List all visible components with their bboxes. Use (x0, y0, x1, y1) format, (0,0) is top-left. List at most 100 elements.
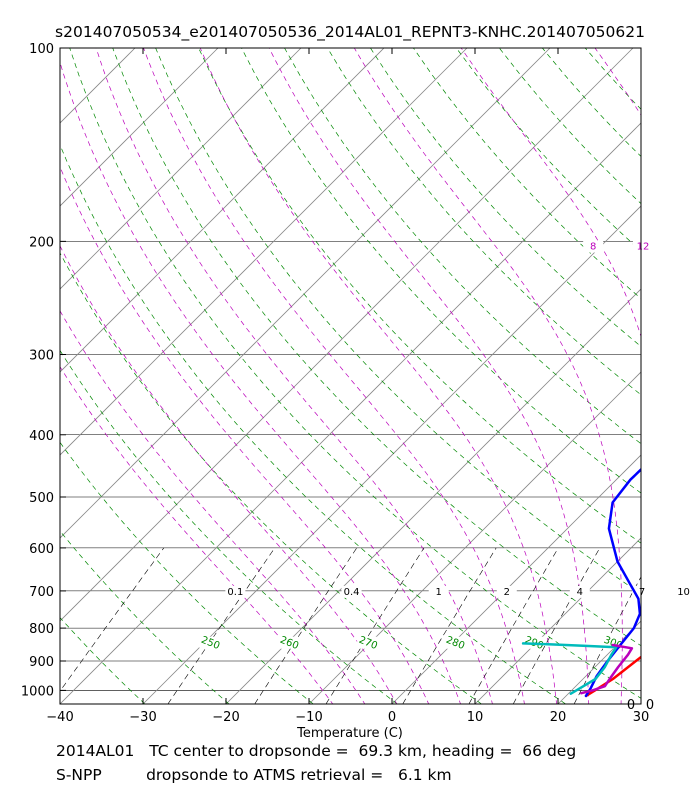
x-axis-label: Temperature (C) (296, 726, 403, 740)
mixing-ratio-line (468, 547, 559, 704)
dry-adiabat-label-group: 260 (278, 635, 300, 652)
dry-adiabat-label-bg (357, 636, 378, 649)
dry-adiabat-label-group: 250 (199, 635, 221, 652)
isotherm-line (308, 371, 641, 704)
moist-adiabat-label: 12 (637, 242, 650, 253)
axes: −40 −30 −20 −10 0 10 20 30100200300400500600700… (21, 42, 649, 725)
y-tick-label: 800 (29, 622, 54, 637)
mixing-ratio-label: 4 (577, 587, 583, 598)
dry-adiabat-line (60, 252, 482, 704)
x-tick-label: 10 (467, 710, 484, 725)
moist-adiabat-line (268, 48, 590, 704)
mixing-ratio-label: 0.1 (227, 587, 243, 598)
profile-series-1 (584, 655, 641, 698)
mixing-ratio-line (254, 547, 358, 704)
mixing-ratio-label-bg (673, 585, 694, 598)
profile-series-2 (584, 467, 641, 698)
isotherm-line (60, 48, 136, 124)
moist-adiabat-line (460, 48, 641, 338)
mixing-ratio-label: 7 (639, 587, 645, 598)
isotherm-line (640, 703, 641, 704)
moist-adiabat-line (95, 48, 493, 704)
dry-adiabat-line (327, 48, 641, 396)
profile-lines (521, 467, 641, 698)
y-tick-label: 700 (29, 585, 54, 600)
moist-adiabat-label-bg (583, 240, 604, 253)
x-tick-label: −10 (295, 710, 322, 725)
dry-adiabat-line (60, 530, 230, 704)
y-tick-label: 300 (29, 348, 54, 363)
moist-adiabat-line (60, 61, 461, 704)
dry-adiabat-line (112, 48, 641, 647)
isotherm-line (391, 454, 641, 704)
x-tick-label: −30 (129, 710, 156, 725)
isotherm-line (142, 205, 641, 704)
profile-series-3 (521, 642, 618, 695)
moist-adiabat-label-group: 16 (695, 240, 700, 253)
dry-adiabat-line (542, 48, 641, 157)
y-tick-label: 400 (29, 429, 54, 444)
x-tick-label: 30 (633, 710, 650, 725)
x-tick-label: 20 (550, 710, 567, 725)
moist-adiabat-line (60, 366, 334, 704)
mixing-ratio-label-group: 0.4 (341, 585, 362, 598)
mixing-ratio-label-group: 0.1 (225, 585, 246, 598)
dry-adiabat-line (60, 144, 566, 704)
dry-adiabat-line (60, 702, 61, 704)
mixing-ratio-line (512, 547, 601, 704)
dry-adiabat-line (370, 48, 641, 347)
dry-adiabat-line (60, 441, 314, 704)
moist-adiabat-line (594, 48, 641, 116)
dry-adiabat-line (60, 349, 398, 704)
moist-adiabat-label-bg (632, 240, 653, 253)
y-tick-label: 100 (29, 42, 54, 57)
dry-adiabat-line (499, 48, 641, 205)
x-tick-label: 0 (388, 710, 396, 725)
mixing-ratio-label: 0.4 (344, 587, 360, 598)
x-tick-label: −20 (212, 710, 239, 725)
dry-adiabat-line (198, 48, 641, 544)
isotherm-line (60, 48, 385, 373)
corner-label-2: 0 (646, 698, 654, 713)
mixing-ratio-label-bg (341, 585, 362, 598)
mixing-ratio-label-group: 4 (569, 585, 590, 598)
mixing-ratio-label-group: 10 (673, 585, 694, 598)
x-tick-label: −40 (46, 710, 73, 725)
dry-adiabat-label-bg (278, 636, 299, 649)
moist-adiabat-line (143, 48, 525, 704)
mixing-ratio-label: 10 (677, 587, 690, 598)
dry-adiabat-label-group: 270 (357, 635, 379, 652)
mixing-ratio-label-bg (569, 585, 590, 598)
isotherm-line (60, 48, 551, 539)
isotherm-line (474, 537, 641, 704)
profile-series-4 (580, 643, 634, 695)
dry-adiabat-line (60, 617, 146, 704)
mixing-ratio-line (402, 547, 497, 704)
mixing-ratio-label: 1 (436, 587, 442, 598)
dry-adiabat-line (413, 48, 641, 300)
mixing-ratio-label-group: 2 (496, 585, 517, 598)
moist-adiabat-line (60, 165, 430, 704)
skewt-chart: s201407050534_e201407050536_2014AL01_REP… (21, 23, 700, 740)
dry-adiabat-label-bg (444, 636, 465, 649)
moist-adiabat-label-group: 8 (583, 240, 604, 253)
isotherm-line (60, 48, 468, 456)
mixing-ratio-line (60, 547, 165, 692)
chart-title: s201407050534_e201407050536_2014AL01_REP… (55, 23, 645, 42)
y-tick-label: 600 (29, 542, 54, 557)
isotherm-line (60, 48, 634, 622)
moist-adiabat-label: 8 (590, 242, 596, 253)
corner-label: 0 (627, 698, 635, 713)
moist-adiabat-label-group: 12 (632, 240, 653, 253)
caption-line-1: 2014AL01 TC center to dropsonde = 69.3 k… (56, 742, 577, 760)
isotherm-line (60, 48, 219, 207)
y-tick-label: 200 (29, 235, 54, 250)
isotherm-line (60, 48, 302, 290)
dry-adiabat-line (456, 48, 641, 252)
moist-adiabat-line (60, 310, 366, 704)
mixing-ratio-label-bg (496, 585, 517, 598)
moist-adiabat-line (353, 48, 623, 704)
isotherm-line (225, 288, 641, 704)
dry-adiabat-line (584, 48, 641, 110)
mixing-ratio-label-bg (428, 585, 449, 598)
